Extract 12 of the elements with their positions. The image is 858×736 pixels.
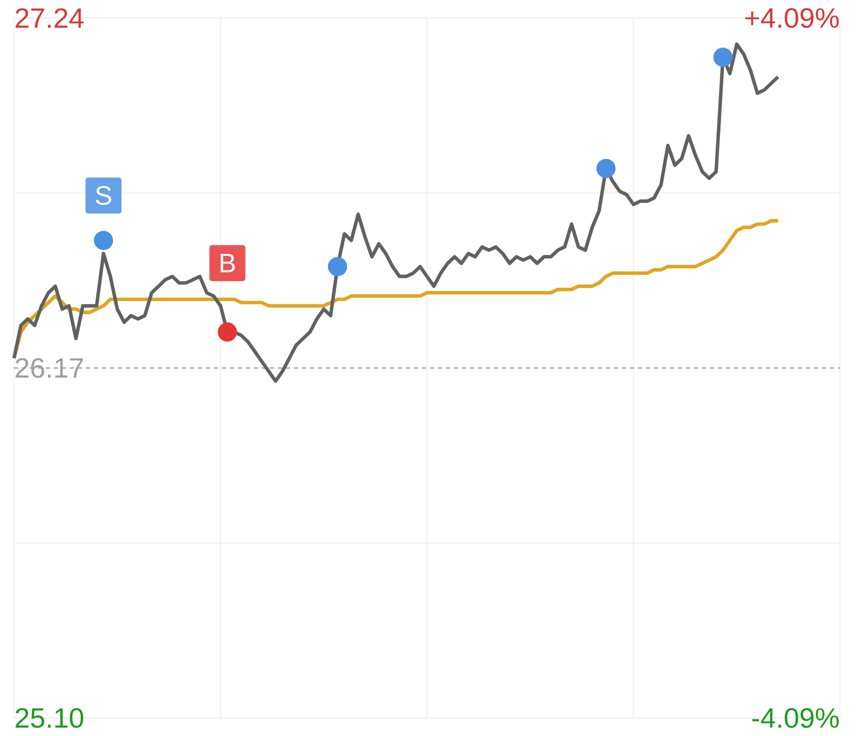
annotation: B <box>220 254 235 272</box>
y2-tick-label: +4.09% <box>745 8 839 28</box>
point <box>596 158 616 178</box>
annotation: S <box>96 186 112 205</box>
y-tick-label: 27.24 <box>16 8 84 28</box>
point <box>218 322 237 342</box>
y-tick-label: 26.17 <box>16 358 83 378</box>
point <box>94 230 114 250</box>
y-tick-label: 25.10 <box>16 708 84 728</box>
point <box>328 256 348 276</box>
y2-tick-label: -4.09% <box>752 708 839 728</box>
point <box>713 48 733 67</box>
